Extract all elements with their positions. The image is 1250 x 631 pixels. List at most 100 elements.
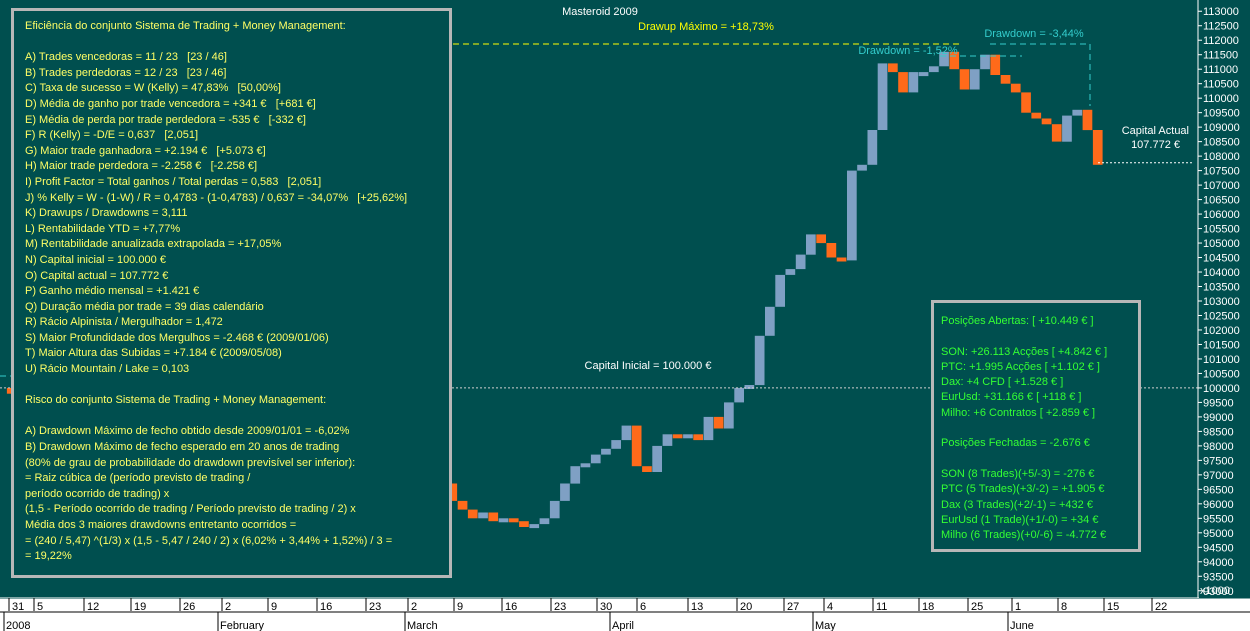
candle	[1062, 115, 1072, 142]
x-month-label: 2008	[6, 620, 30, 631]
efficiency-line	[25, 409, 407, 425]
positions-line: PTC: +1.995 Acções [ +1.102 € ]	[941, 360, 1100, 373]
candle	[775, 274, 785, 307]
x-tick-label: 8	[1061, 601, 1067, 613]
efficiency-line: Risco do conjunto Sistema de Trading + M…	[25, 394, 327, 407]
positions-line: Posições Abertas: [ +10.449 € ]	[941, 315, 1094, 327]
x-tick-label: 5	[37, 601, 43, 613]
efficiency-line: (80% de grau de probabilidade do drawdow…	[25, 456, 356, 469]
x-tick-label: 23	[369, 601, 381, 613]
y-tick-label: 101500	[1203, 339, 1240, 351]
efficiency-line: M) Rentabilidade anualizada extrapolada …	[25, 238, 282, 251]
y-tick-label: 112000	[1203, 35, 1239, 47]
efficiency-line: R) Rácio Alpinista / Mergulhador = 1,472	[25, 316, 223, 329]
x-tick-label: 2	[411, 601, 417, 613]
candle	[785, 269, 796, 275]
candle	[867, 130, 878, 165]
y-tick-label: 109000	[1203, 122, 1240, 134]
candle	[1082, 109, 1093, 131]
efficiency-line: U) Rácio Mountain / Lake = 0,103	[25, 363, 190, 376]
candle	[959, 69, 970, 90]
candle	[539, 518, 550, 525]
y-tick-label: 105500	[1203, 224, 1240, 236]
drawdown2-label: Drawdown = -3,44%	[984, 28, 1084, 40]
candle	[703, 416, 714, 441]
y-tick-label: 111000	[1203, 64, 1238, 76]
candle	[1041, 118, 1052, 125]
positions-line: PTC (5 Trades)(+3/-2) = +1.905 €	[941, 483, 1105, 496]
candle	[1010, 83, 1021, 93]
efficiency-line: I) Profit Factor = Total ganhos / Total …	[25, 175, 322, 188]
candle	[652, 445, 662, 472]
x-tick-label: 30	[600, 601, 612, 613]
x-tick-label: 20	[740, 601, 752, 613]
x-tick-label: 11	[876, 601, 887, 613]
y-tick-label: 100500	[1203, 368, 1240, 380]
drawup-label: Drawup Máximo = +18,73%	[638, 21, 774, 33]
candle	[488, 512, 499, 522]
candle	[560, 483, 570, 501]
y-tick-label: 108500	[1203, 137, 1240, 149]
y-axis-unit-label: x1000	[1200, 585, 1230, 597]
positions-panel: Posições Abertas: [ +10.449 € ] SON: +26…	[931, 300, 1141, 552]
candle	[734, 387, 744, 403]
y-tick-label: 103500	[1203, 282, 1240, 294]
candle	[918, 72, 929, 77]
candle	[898, 72, 908, 93]
candle	[857, 164, 867, 171]
x-axis-bg	[0, 599, 1250, 631]
candle	[990, 54, 1001, 75]
x-month-label: February	[220, 620, 265, 631]
efficiency-line: B) Drawdown Máximo de fecho esperado em …	[25, 441, 340, 454]
candle	[1000, 75, 1011, 84]
y-tick-label: 106000	[1203, 209, 1240, 221]
candle	[467, 509, 478, 519]
x-tick-label: 2	[225, 601, 231, 613]
candle	[754, 335, 765, 386]
drawdown1-label: Drawdown = -1,52%	[858, 45, 958, 57]
chart-title: Masteroid 2009	[562, 6, 638, 18]
y-tick-label: 106500	[1203, 195, 1240, 207]
y-tick-label: 107500	[1203, 166, 1240, 178]
efficiency-line: D) Média de ganho por trade vencedora = …	[25, 97, 316, 110]
efficiency-panel: Eficiência do conjunto Sistema de Tradin…	[11, 8, 452, 578]
y-tick-label: 110500	[1203, 79, 1239, 91]
y-tick-label: 96500	[1203, 484, 1234, 496]
x-tick-label: 16	[320, 601, 332, 613]
y-tick-label: 96000	[1203, 499, 1234, 511]
efficiency-line: G) Maior trade ganhadora = +2.194 € [+5.…	[25, 144, 266, 157]
y-tick-label: 99000	[1203, 412, 1234, 424]
x-month-label: April	[612, 620, 634, 631]
candle	[713, 416, 724, 429]
candle	[662, 434, 673, 446]
y-tick-label: 108000	[1203, 151, 1240, 163]
x-tick-label: 4	[827, 601, 833, 613]
y-tick-label: 99500	[1203, 397, 1234, 409]
candle	[478, 512, 488, 519]
y-tick-label: 100000	[1203, 383, 1240, 395]
y-tick-label: 98000	[1203, 441, 1234, 453]
candle	[724, 402, 734, 429]
x-tick-label: 23	[554, 601, 566, 613]
candle	[580, 463, 591, 468]
y-tick-label: 102000	[1203, 325, 1240, 337]
candle	[570, 466, 581, 484]
candle	[1072, 109, 1083, 116]
efficiency-line: = (240 / 5,47) ^(1/3) x (1,5 - 5,47 / 24…	[25, 534, 393, 547]
efficiency-line: F) R (Kelly) = -D/E = 0,637 [2,051]	[25, 129, 199, 142]
candle	[621, 425, 632, 441]
y-tick-label: 105000	[1203, 238, 1240, 250]
candle	[795, 254, 806, 270]
efficiency-line: S) Maior Profundidade dos Mergulhos = -2…	[25, 331, 329, 344]
positions-line: EurUsd: +31.166 € [ +118 € ]	[941, 391, 1082, 404]
y-tick-label: 93000	[1203, 586, 1234, 598]
efficiency-line: O) Capital actual = 107.772 €	[25, 269, 169, 282]
efficiency-line: = 19,22%	[25, 550, 72, 563]
candle	[1021, 92, 1031, 113]
candle	[590, 454, 601, 464]
candle	[508, 518, 519, 523]
y-tick-label: 113000	[1203, 6, 1239, 18]
efficiency-panel-text: Eficiência do conjunto Sistema de Tradin…	[25, 19, 407, 565]
candle	[888, 63, 898, 73]
candle	[980, 54, 990, 70]
